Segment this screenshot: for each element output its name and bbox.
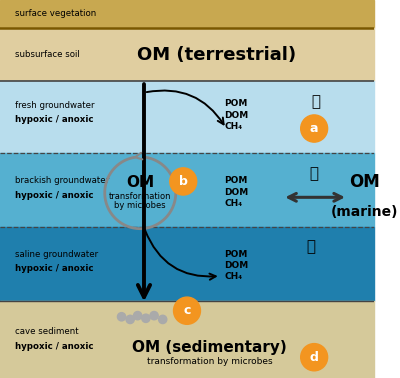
Circle shape [174, 297, 200, 324]
Circle shape [134, 311, 142, 320]
Text: by microbes: by microbes [114, 201, 166, 210]
Text: OM: OM [126, 175, 154, 190]
Text: 🦐: 🦐 [306, 238, 315, 253]
Circle shape [118, 313, 126, 321]
Text: hypoxic / anoxic: hypoxic / anoxic [15, 264, 94, 273]
Bar [0, 153, 374, 227]
Text: hypoxic / anoxic: hypoxic / anoxic [15, 342, 94, 351]
Bar [0, 81, 374, 153]
Circle shape [126, 315, 134, 324]
Text: subsurface soil: subsurface soil [15, 50, 80, 59]
Circle shape [142, 314, 150, 322]
Text: c: c [183, 304, 191, 317]
Bar [0, 28, 374, 81]
Text: 🦐: 🦐 [312, 93, 320, 108]
Text: DOM: DOM [224, 261, 249, 270]
Bar [0, 0, 374, 28]
Text: CH₄: CH₄ [224, 199, 242, 208]
Circle shape [301, 115, 328, 142]
Text: d: d [310, 351, 318, 364]
Text: b: b [179, 175, 188, 188]
Text: DOM: DOM [224, 111, 249, 120]
Text: fresh groundwater: fresh groundwater [15, 101, 94, 110]
Bar [0, 227, 374, 301]
Text: POM: POM [224, 176, 248, 185]
Text: (marine): (marine) [331, 205, 398, 220]
Text: transformation by microbes: transformation by microbes [147, 357, 272, 366]
Text: CH₄: CH₄ [224, 272, 242, 281]
Text: OM (sedimentary): OM (sedimentary) [132, 340, 287, 355]
Text: cave sediment: cave sediment [15, 327, 78, 336]
Text: hypoxic / anoxic: hypoxic / anoxic [15, 191, 94, 200]
Text: DOM: DOM [224, 187, 249, 197]
Text: POM: POM [224, 99, 248, 108]
Text: saline groundwater: saline groundwater [15, 250, 98, 259]
Text: transformation: transformation [109, 192, 172, 201]
Text: OM (terrestrial): OM (terrestrial) [137, 46, 296, 64]
Bar [0, 301, 374, 378]
Text: OM: OM [349, 173, 380, 191]
Text: CH₄: CH₄ [224, 122, 242, 131]
Text: hypoxic / anoxic: hypoxic / anoxic [15, 115, 94, 124]
Circle shape [150, 311, 158, 320]
Circle shape [301, 344, 328, 371]
Circle shape [158, 315, 167, 324]
Text: brackish groundwater: brackish groundwater [15, 176, 109, 185]
Text: 🦐: 🦐 [310, 164, 319, 180]
Text: a: a [310, 122, 318, 135]
Text: surface vegetation: surface vegetation [15, 9, 96, 19]
Circle shape [170, 168, 197, 195]
Text: POM: POM [224, 249, 248, 259]
